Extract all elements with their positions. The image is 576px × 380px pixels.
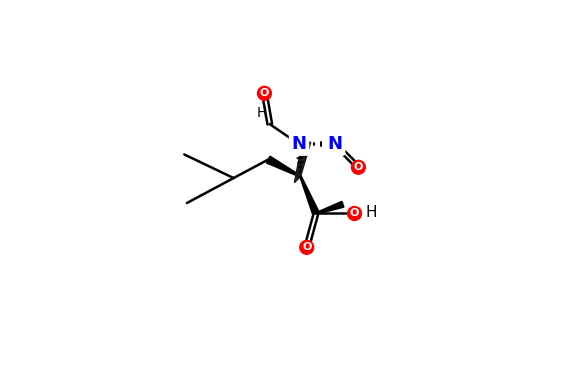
Circle shape bbox=[351, 160, 365, 174]
Polygon shape bbox=[316, 201, 344, 214]
Text: O: O bbox=[260, 88, 269, 98]
Circle shape bbox=[300, 241, 314, 254]
Text: N: N bbox=[328, 135, 343, 153]
Polygon shape bbox=[267, 156, 301, 177]
Text: O: O bbox=[302, 242, 312, 252]
Text: N: N bbox=[291, 135, 306, 153]
Polygon shape bbox=[300, 176, 319, 215]
Text: H: H bbox=[365, 205, 377, 220]
Circle shape bbox=[257, 86, 271, 100]
Circle shape bbox=[347, 207, 361, 220]
Text: O: O bbox=[354, 162, 363, 172]
Polygon shape bbox=[294, 138, 310, 183]
Text: O: O bbox=[350, 209, 359, 218]
Text: H: H bbox=[256, 106, 267, 120]
